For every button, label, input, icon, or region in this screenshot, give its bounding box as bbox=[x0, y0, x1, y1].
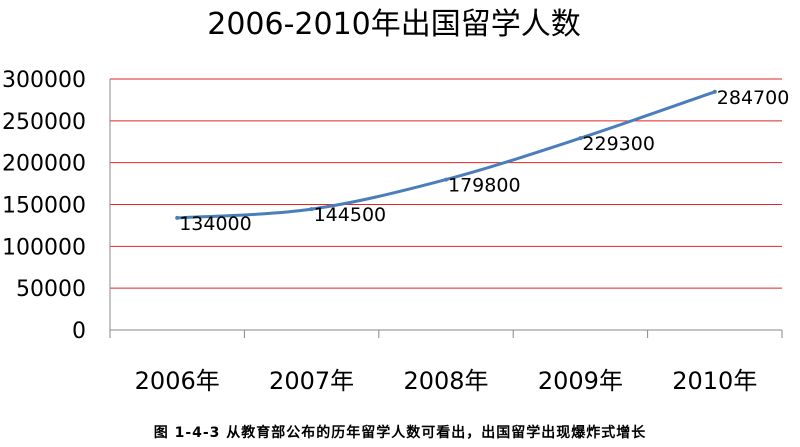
data-label: 229300 bbox=[582, 133, 655, 155]
y-tick-label: 150000 bbox=[2, 194, 86, 219]
data-point bbox=[578, 136, 583, 141]
chart-title: 2006-2010年出国留学人数 bbox=[207, 7, 581, 42]
x-tick-label: 2009年 bbox=[538, 367, 623, 395]
x-tick-label: 2008年 bbox=[403, 367, 488, 395]
figure-caption: 图 1-4-3 从教育部公布的历年留学人数可看出，出国留学出现爆炸式增长 bbox=[153, 425, 647, 441]
data-point bbox=[175, 215, 180, 220]
x-tick-label: 2010年 bbox=[672, 367, 757, 395]
x-tick-label: 2007年 bbox=[269, 367, 354, 395]
data-label: 134000 bbox=[179, 213, 252, 235]
x-tick-labels: 2006年 2007年 2008年 2009年 2010年 bbox=[135, 367, 758, 395]
y-tick-label: 0 bbox=[72, 319, 86, 344]
y-tick-label: 100000 bbox=[2, 235, 86, 260]
data-point bbox=[712, 89, 717, 94]
axes bbox=[109, 79, 783, 338]
y-tick-label: 300000 bbox=[2, 68, 86, 93]
data-point bbox=[444, 177, 448, 182]
data-point bbox=[309, 207, 314, 212]
grid-lines bbox=[110, 78, 782, 289]
x-tick-label: 2006年 bbox=[135, 367, 220, 395]
y-tick-label: 50000 bbox=[16, 277, 86, 302]
series-line-layer bbox=[175, 89, 717, 220]
y-tick-label: 200000 bbox=[2, 152, 86, 177]
y-tick-labels: 0 50000 100000 150000 200000 250000 300000 bbox=[2, 68, 86, 344]
y-tick-label: 250000 bbox=[2, 110, 86, 135]
data-label: 179800 bbox=[448, 175, 521, 197]
data-label: 284700 bbox=[717, 87, 790, 109]
data-labels: 134000 144500 179800 229300 284700 bbox=[179, 87, 789, 235]
data-label: 144500 bbox=[314, 204, 387, 226]
